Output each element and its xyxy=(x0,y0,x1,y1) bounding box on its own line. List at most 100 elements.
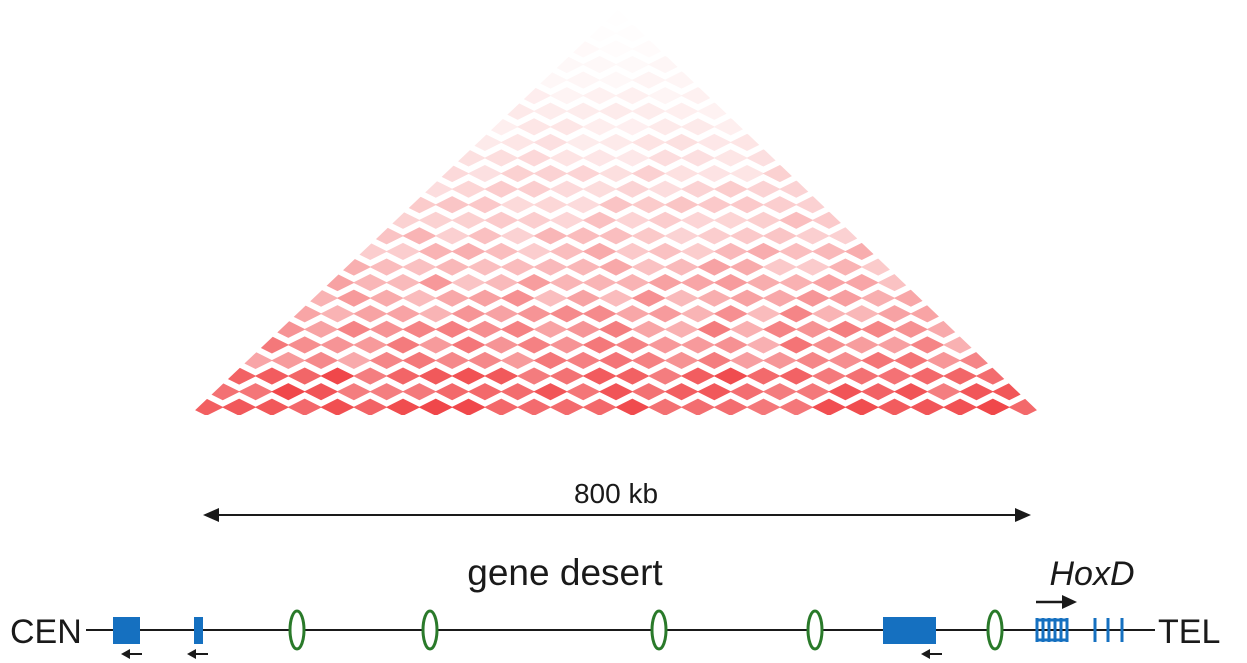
heatmap-cell xyxy=(779,398,814,415)
heatmap-cell xyxy=(664,320,699,338)
heatmap-cell xyxy=(402,258,437,276)
heatmap-cell xyxy=(779,274,814,292)
heatmap-cell xyxy=(647,367,683,385)
heatmap-cell xyxy=(271,320,306,338)
heatmap-cell xyxy=(385,274,421,292)
heatmap-cell xyxy=(582,118,617,136)
heatmap-cell xyxy=(860,320,896,338)
heatmap-cell xyxy=(434,227,470,245)
heatmap-cell xyxy=(664,227,699,245)
heatmap-cell xyxy=(779,242,814,261)
heatmap-cell xyxy=(729,164,765,183)
heatmap-cell xyxy=(860,383,896,401)
heatmap-cell xyxy=(860,351,896,370)
heatmap-cell xyxy=(762,164,798,183)
heatmap-cell xyxy=(336,320,372,338)
heatmap-cell xyxy=(221,367,257,385)
heatmap-cell xyxy=(500,102,535,120)
heatmap-cell xyxy=(795,320,830,338)
heatmap-cell xyxy=(516,242,552,261)
heatmap-cell xyxy=(713,118,748,136)
heatmap-cell xyxy=(893,320,929,338)
heatmap-cell xyxy=(844,398,879,415)
heatmap-cell xyxy=(549,87,585,105)
heatmap-cell xyxy=(385,305,421,323)
heatmap-cell xyxy=(893,383,929,401)
heatmap-cell xyxy=(582,242,617,261)
heatmap-cell xyxy=(190,398,224,415)
heatmap-cell xyxy=(631,133,666,151)
heatmap-cell xyxy=(484,367,519,385)
heatmap-cell xyxy=(271,383,306,401)
heatmap-cell xyxy=(369,258,404,276)
heatmap-cell xyxy=(451,180,486,198)
heatmap-cell xyxy=(631,351,666,370)
heatmap-cell xyxy=(615,211,650,229)
enhancer-ellipse-3 xyxy=(650,609,668,651)
heatmap-cell xyxy=(533,164,568,183)
heatmap-cell xyxy=(402,383,437,401)
heatmap-cell xyxy=(680,242,716,261)
heatmap-cell xyxy=(320,274,355,292)
heatmap-cell xyxy=(828,351,863,370)
heatmap-cell xyxy=(484,118,519,136)
heatmap-cell xyxy=(713,274,748,292)
heatmap-cell xyxy=(746,242,781,261)
scale-bar-label: 800 kb xyxy=(574,478,658,509)
heatmap-cell xyxy=(533,71,568,89)
heatmap-cell xyxy=(598,289,634,307)
heatmap-cell xyxy=(615,24,650,42)
heatmap-cell xyxy=(697,289,732,307)
heatmap-cell xyxy=(647,149,683,167)
heatmap-cell xyxy=(418,398,453,415)
heatmap-cell xyxy=(910,398,945,415)
heatmap-cell xyxy=(500,196,535,214)
heatmap-cell xyxy=(779,305,814,323)
gene-1-direction-arrow-icon xyxy=(121,649,142,659)
heatmap-cell xyxy=(680,211,716,229)
heatmap-cell xyxy=(484,336,519,354)
heatmap-cell xyxy=(533,227,568,245)
heatmap-cell xyxy=(697,102,732,120)
heatmap-cell xyxy=(385,211,421,229)
heatmap-cell xyxy=(418,367,453,385)
heatmap-cell xyxy=(828,227,863,245)
heatmap-cell xyxy=(680,118,716,136)
heatmap-cell xyxy=(959,383,994,401)
heatmap-cell xyxy=(729,383,765,401)
heatmap-cell xyxy=(762,289,798,307)
heatmap-cell xyxy=(516,118,552,136)
heatmap-cell xyxy=(533,102,568,120)
heatmap-cell xyxy=(844,336,879,354)
heatmap-cell xyxy=(729,289,765,307)
heatmap-cell xyxy=(893,289,929,307)
heatmap-cell xyxy=(336,351,372,370)
heatmap-cell xyxy=(697,133,732,151)
heatmap-cell xyxy=(484,180,519,198)
heatmap-cell xyxy=(451,367,486,385)
heatmap-cell xyxy=(893,351,929,370)
heatmap-cell xyxy=(877,305,912,323)
heatmap-cell xyxy=(566,289,601,307)
heatmap-cell xyxy=(402,351,437,370)
scale-bar-left-arrowhead-icon xyxy=(203,508,219,522)
heatmap-cell xyxy=(451,336,486,354)
heatmap-cell xyxy=(516,398,552,415)
heatmap-cell xyxy=(353,305,388,323)
heatmap-cell xyxy=(598,383,634,401)
heatmap-cell xyxy=(779,367,814,385)
heatmap-cell xyxy=(811,274,847,292)
heatmap-cell xyxy=(484,211,519,229)
heatmap-cell xyxy=(598,10,634,27)
heatmap-cell xyxy=(287,398,322,415)
heatmap-cell xyxy=(631,227,666,245)
heatmap-cell xyxy=(566,40,601,58)
heatmap-cell xyxy=(516,305,552,323)
heatmap-cell xyxy=(910,367,945,385)
heatmap-cell xyxy=(500,258,535,276)
heatmap-cell xyxy=(598,133,634,151)
heatmap-cell xyxy=(877,398,912,415)
gene-3-direction-arrow-icon xyxy=(921,649,942,659)
heatmap-cell xyxy=(582,305,617,323)
heatmap-cell xyxy=(828,258,863,276)
